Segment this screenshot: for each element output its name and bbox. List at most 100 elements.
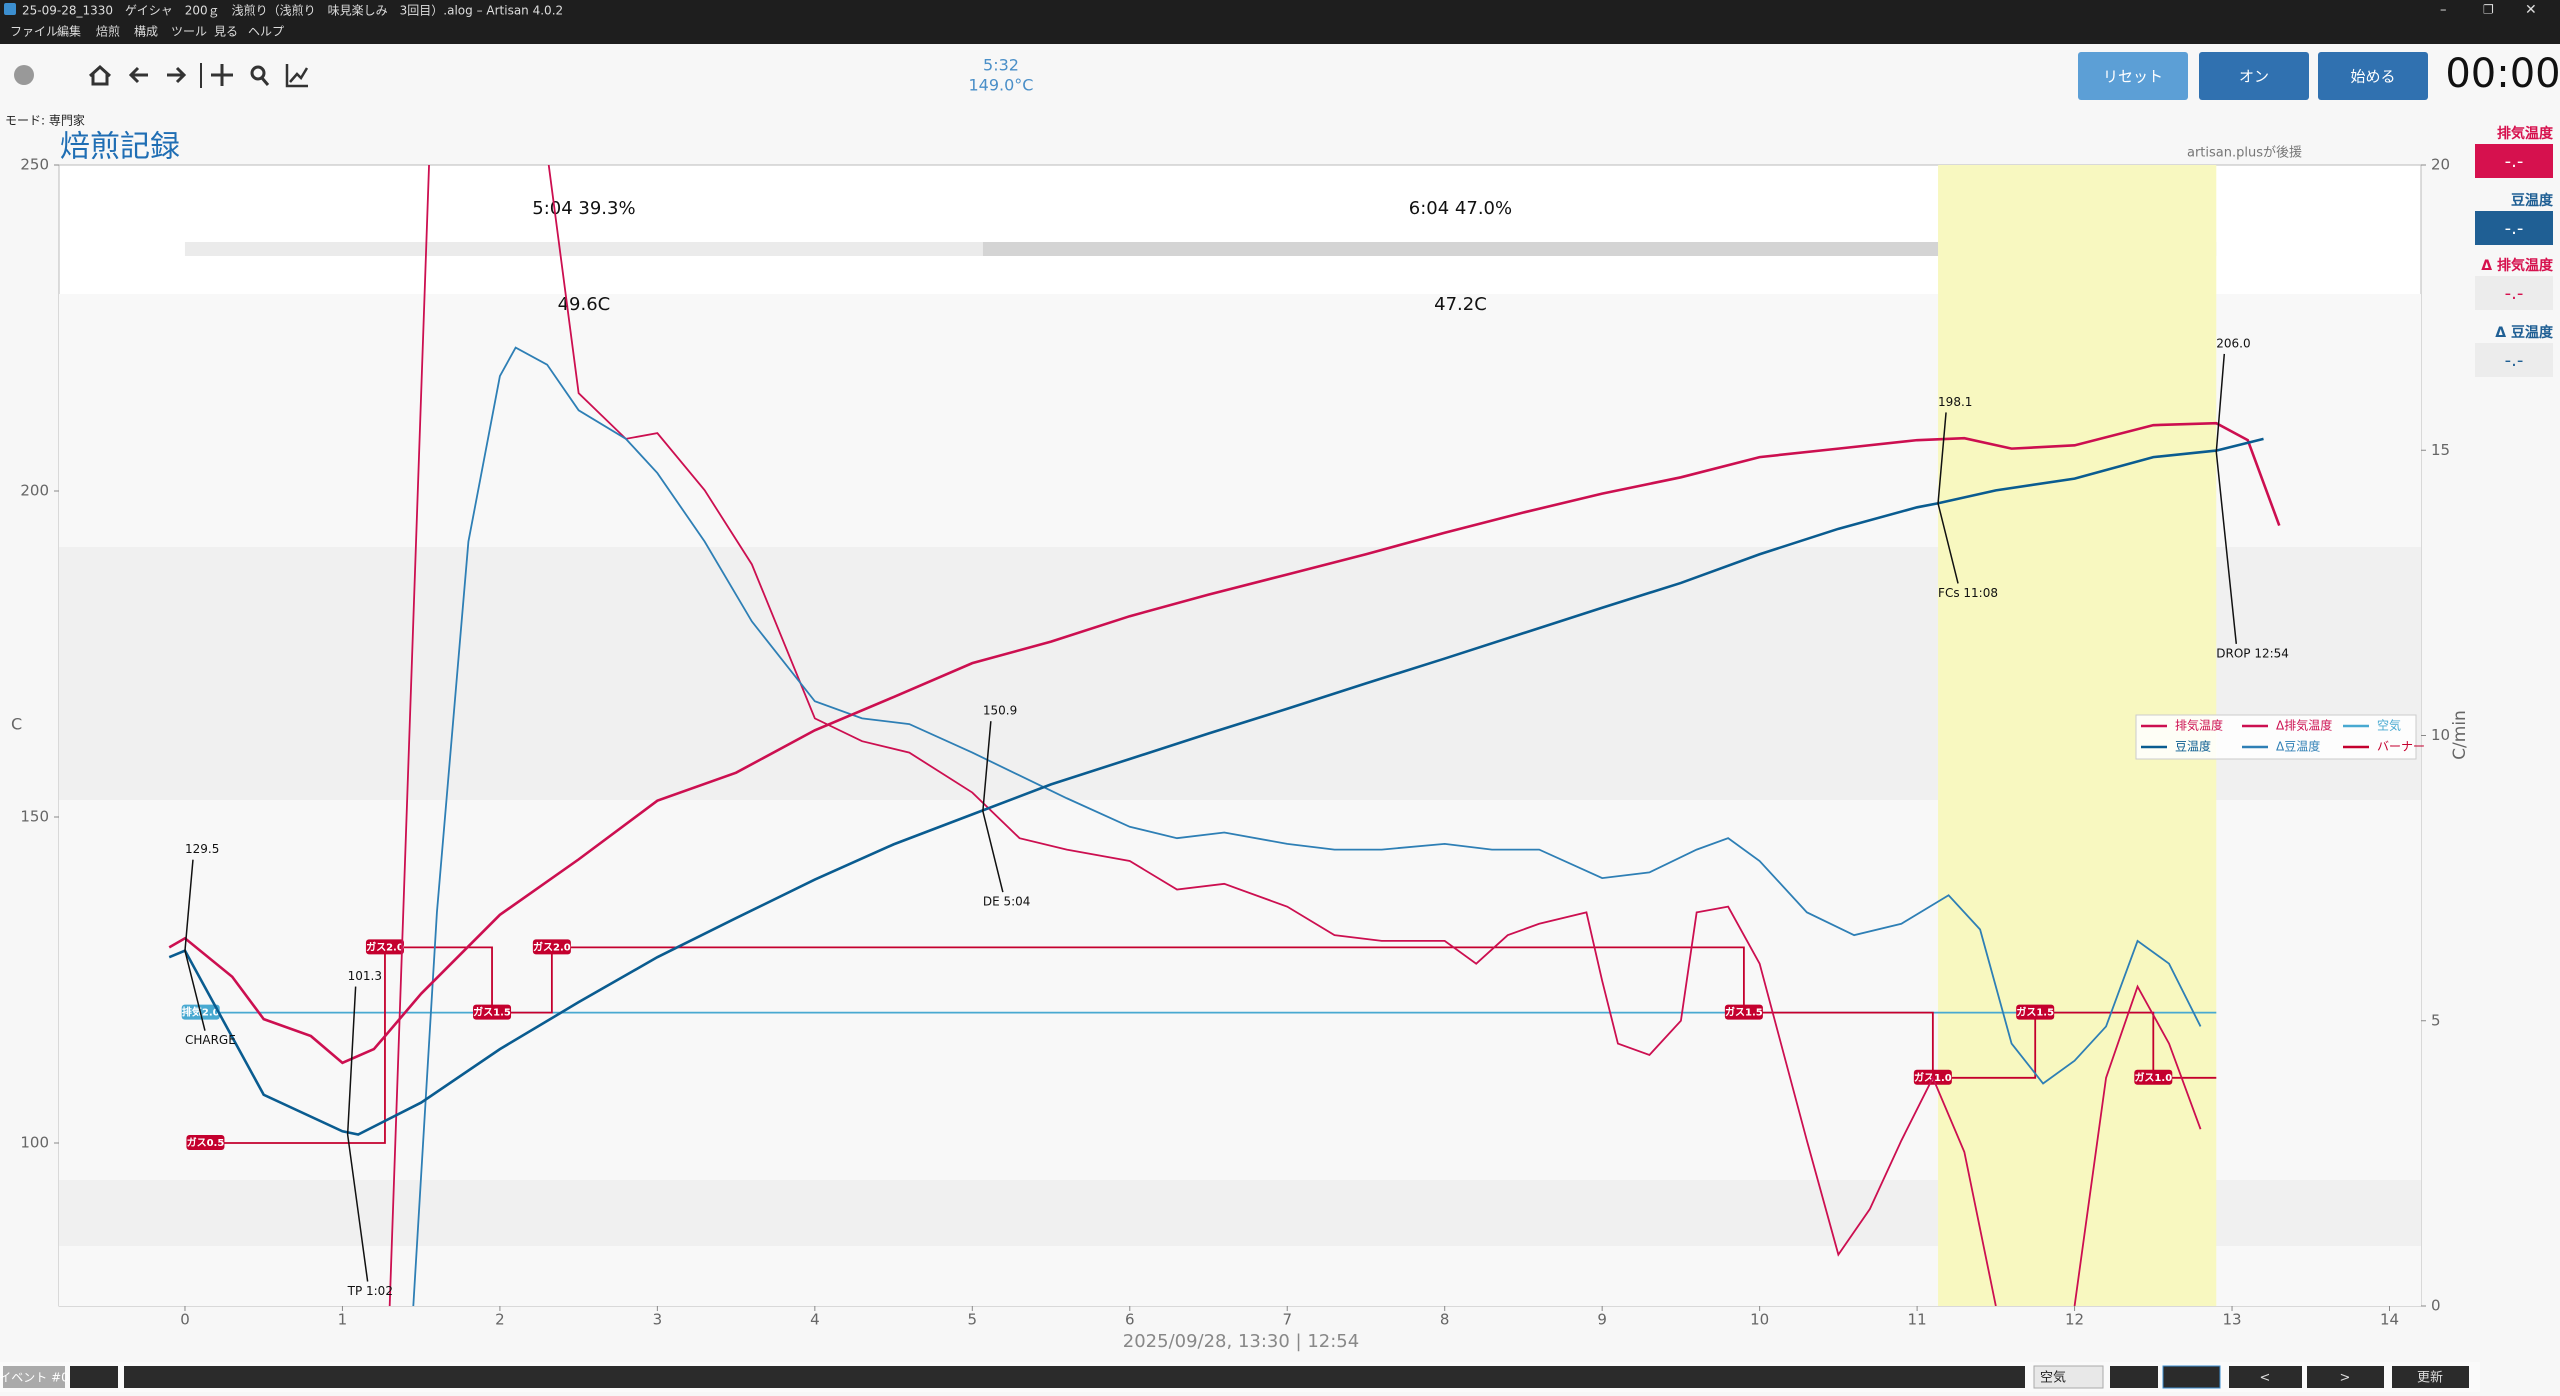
chart-icon[interactable]	[285, 64, 309, 88]
readout-value: -.-	[2505, 283, 2524, 304]
menu-item[interactable]: ツール	[171, 25, 207, 39]
zoom-icon[interactable]	[250, 65, 266, 81]
button[interactable]	[2199, 52, 2309, 100]
title-bar	[0, 0, 2560, 44]
button[interactable]	[2078, 52, 2188, 100]
value-field[interactable]	[2110, 1366, 2158, 1388]
event-flag	[186, 1135, 225, 1150]
event-type-combo[interactable]	[2033, 1365, 2104, 1389]
x-tick-label: 8	[1440, 1311, 1450, 1329]
annotation-event: FCs 11:08	[1938, 586, 1998, 600]
event-label: イベント #0	[0, 1371, 69, 1385]
annotation-line	[982, 721, 1004, 893]
event-label: ガス2.0	[533, 940, 571, 953]
readout-label: 排気温度	[2497, 125, 2554, 142]
event-field[interactable]	[70, 1366, 118, 1388]
menu-item[interactable]: 構成	[134, 25, 158, 39]
x-tick-label: 14	[2380, 1311, 2399, 1329]
x-tick-label: 9	[1597, 1311, 1607, 1329]
menu-item[interactable]: 焙煎	[96, 24, 120, 39]
button-label: 始める	[2350, 68, 2395, 86]
home-icon[interactable]	[88, 64, 112, 86]
phase-bar	[184, 242, 983, 256]
menu-item[interactable]: 見る	[214, 25, 238, 39]
readout-label: Δ 排気温度	[2481, 257, 2554, 274]
x-tick-label: 7	[1282, 1311, 1292, 1329]
event-text[interactable]	[124, 1366, 2025, 1388]
event-flag	[365, 939, 404, 955]
minimize[interactable]: –	[2440, 3, 2447, 18]
readout-box	[2475, 343, 2553, 377]
zoom-handle	[260, 77, 270, 86]
forward-icon[interactable]	[167, 66, 187, 84]
pan-icon[interactable]	[211, 64, 233, 86]
phase-delta: 47.2C	[1434, 294, 1487, 315]
readout-value: -.-	[2505, 218, 2524, 239]
event-flag	[1724, 1004, 1763, 1020]
x-tick-label: 10	[1750, 1311, 1769, 1329]
event-flag	[2134, 1069, 2173, 1085]
phase-label: 5:04 39.3%	[532, 198, 635, 219]
prev-button[interactable]	[2229, 1366, 2302, 1388]
x-tick-label: 5	[968, 1311, 978, 1329]
menu-item[interactable]: ヘルプ	[248, 25, 284, 39]
button-label: オン	[2239, 68, 2269, 86]
annotation-event: DE 5:04	[983, 895, 1031, 909]
spinbox[interactable]	[2162, 1365, 2221, 1389]
series-line	[168, 421, 2281, 1065]
back-icon[interactable]	[128, 66, 148, 84]
readout-box	[2475, 211, 2553, 245]
annotation-value: 150.9	[983, 704, 1017, 718]
mode: モード: 専門家	[5, 113, 85, 128]
x-tick-label: 12	[2065, 1311, 2084, 1329]
x-tick-label: 11	[1908, 1311, 1927, 1329]
x-tick-label: 2	[495, 1311, 505, 1329]
x-axis-label: 2025/09/28, 13:30 | 12:54	[1123, 1331, 1359, 1352]
series-line	[205, 946, 2217, 1144]
window-title: 25-09-28_1330 ゲイシャ 200ｇ 浅煎り（浅煎り 味見楽しみ 3回…	[22, 3, 563, 18]
annotation-event: TP 1:02	[347, 1284, 393, 1298]
phase-delta: 49.6C	[558, 294, 611, 315]
y2-tick-label: 15	[2431, 441, 2450, 459]
y2-tick-label: 20	[2431, 156, 2450, 174]
close[interactable]: ✕	[2525, 2, 2537, 18]
event-label: ガス1.5	[473, 1006, 511, 1019]
menu-item[interactable]: ファイル	[10, 25, 58, 39]
phase-label: 6:04 47.0%	[1409, 198, 1512, 219]
y-tick-label: 100	[20, 1134, 49, 1152]
annotation-value: 198.1	[1938, 395, 1972, 409]
toolbar	[14, 63, 309, 88]
annotation-line	[1937, 412, 1959, 584]
y2-tick-label: 10	[2431, 726, 2450, 744]
add-icon[interactable]	[14, 65, 34, 85]
annotation-value: 206.0	[2216, 336, 2250, 350]
event-label: ガス0.5	[187, 1136, 225, 1149]
legend-label: 豆温度	[2175, 739, 2211, 754]
event-flag	[2016, 1004, 2055, 1020]
menu-item[interactable]: 編集	[57, 24, 81, 39]
annotation-line	[346, 986, 369, 1282]
annotation-line	[184, 859, 206, 1031]
x-tick-label: 6	[1125, 1311, 1135, 1329]
readout-box	[2475, 276, 2553, 310]
next-button[interactable]	[2307, 1366, 2384, 1388]
readout-label: Δ 豆温度	[2495, 324, 2554, 341]
y2-tick-label: 0	[2431, 1297, 2441, 1315]
y-tick-label: 250	[20, 156, 49, 174]
button[interactable]	[2318, 52, 2428, 100]
annotation-event: CHARGE	[185, 1033, 236, 1047]
annotation-event: DROP 12:54	[2216, 646, 2289, 660]
event-flag	[532, 939, 571, 955]
event-button[interactable]	[3, 1366, 65, 1388]
legend-label: Δ排気温度	[2276, 718, 2332, 733]
combo-label: 空気	[2040, 1370, 2066, 1386]
x-tick-label: 3	[653, 1311, 663, 1329]
legend-label: バーナー	[2377, 740, 2425, 754]
update-button[interactable]	[2392, 1366, 2469, 1388]
sponsor: artisan.plusが後援	[2187, 146, 2302, 161]
x-tick-label: 4	[810, 1311, 820, 1329]
phase-bar	[982, 242, 1939, 256]
maximize[interactable]: ❐	[2483, 3, 2494, 17]
lcd-time: 5:32	[983, 56, 1019, 75]
